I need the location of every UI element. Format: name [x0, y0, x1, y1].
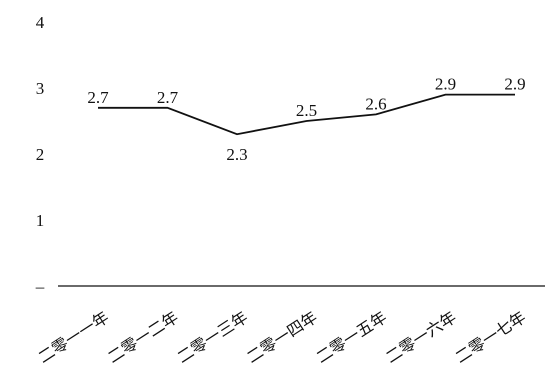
x-tick-label: 二零一五年: [313, 308, 390, 367]
x-tick-label: 二零一一年: [35, 308, 112, 367]
x-tick-label: 二零一三年: [174, 308, 251, 367]
data-label: 2.9: [435, 75, 456, 94]
data-label: 2.9: [504, 75, 525, 94]
y-tick-label: 1: [36, 211, 45, 230]
data-label: 2.7: [157, 88, 179, 107]
data-label: 2.3: [226, 145, 247, 164]
x-tick-label: 二零一二年: [105, 308, 182, 367]
y-tick-label: 3: [36, 79, 45, 98]
y-tick-label: 2: [36, 145, 45, 164]
y-axis-ticks: – 1 2 3 4: [35, 13, 45, 296]
data-labels: 2.7 2.7 2.3 2.5 2.6 2.9 2.9: [87, 75, 525, 165]
x-tick-label: 二零一六年: [383, 308, 460, 367]
data-label: 2.7: [87, 88, 109, 107]
y-tick-label: 4: [36, 13, 45, 32]
y-tick-label: –: [35, 277, 45, 296]
x-tick-label: 二零一七年: [452, 308, 529, 367]
data-label: 2.5: [296, 101, 317, 120]
series-line: [98, 93, 515, 136]
x-tick-label: 二零一四年: [244, 308, 321, 367]
data-label: 2.6: [365, 94, 386, 113]
